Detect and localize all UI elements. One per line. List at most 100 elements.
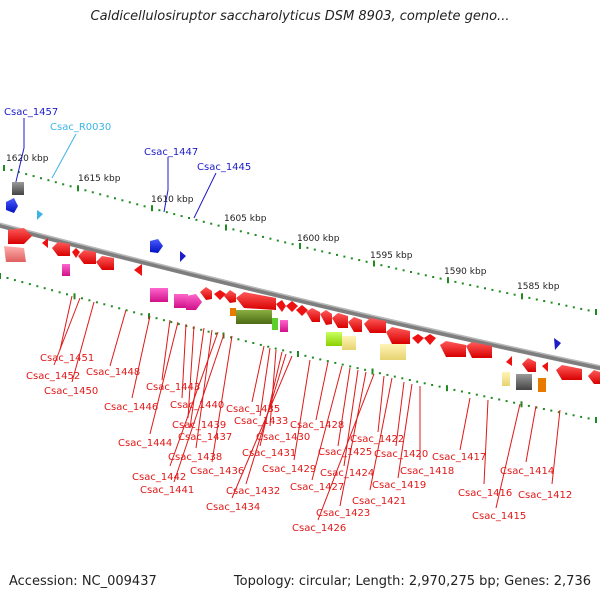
gene-label-csac-1446[interactable]: Csac_1446 [104, 402, 158, 413]
gene-label-csac-1434[interactable]: Csac_1434 [206, 502, 260, 513]
genome-backbone [0, 222, 600, 371]
gene-label-csac-1443[interactable]: Csac_1443 [146, 382, 200, 393]
inner-tick [513, 401, 516, 404]
scale-tick [284, 241, 287, 244]
scale-tick [343, 255, 346, 258]
scale-tick [47, 179, 50, 182]
scale-tick [3, 165, 5, 171]
gene-label-csac-1426[interactable]: Csac_1426 [292, 523, 346, 534]
scale-tick [54, 181, 57, 184]
inner-tick [162, 319, 165, 322]
gene-label-csac-1441[interactable]: Csac_1441 [140, 485, 194, 496]
inner-tick [177, 323, 180, 326]
accession-text: Accession: NC_009437 [9, 574, 157, 589]
scale-tick [202, 220, 205, 223]
scale-tick [469, 284, 472, 287]
scale-tick [491, 288, 494, 291]
gene-label-csac-1435[interactable]: Csac_1435 [226, 404, 280, 415]
scale-tick [535, 298, 538, 301]
scale-tick [580, 307, 583, 310]
gene-label-csac-1442[interactable]: Csac_1442 [132, 472, 186, 483]
gene-label-csac-1430[interactable]: Csac_1430 [256, 432, 310, 443]
gene-label-csac-1450[interactable]: Csac_1450 [44, 386, 98, 397]
inner-tick [535, 406, 538, 409]
gene-label-csac-1412[interactable]: Csac_1412 [518, 490, 572, 501]
scale-tick [40, 177, 42, 180]
gene-label-csac-1420[interactable]: Csac_1420 [374, 449, 428, 460]
scale-tick [432, 276, 435, 278]
scale-tick [387, 265, 390, 268]
scale-tick [484, 287, 486, 290]
inner-tick [550, 409, 553, 412]
gene-label-csac-1436[interactable]: Csac_1436 [190, 466, 244, 477]
inner-tick [408, 379, 411, 381]
scale-tick [550, 301, 553, 304]
gene-label-csac-1444[interactable]: Csac_1444 [118, 438, 172, 449]
gene-label-csac-1432[interactable]: Csac_1432 [226, 486, 280, 497]
inner-tick [95, 301, 98, 304]
gene-label-csac-1416[interactable]: Csac_1416 [458, 488, 512, 499]
gene-label-csac-r0030[interactable]: Csac_R0030 [50, 122, 111, 133]
gene-label-csac-1437[interactable]: Csac_1437 [178, 432, 232, 443]
gene-label-csac-1417[interactable]: Csac_1417 [432, 452, 486, 463]
scale-label-1585: 1585 kbp [517, 282, 560, 292]
gene-label-csac-1439[interactable]: Csac_1439 [172, 420, 226, 431]
gene-label-csac-1418[interactable]: Csac_1418 [400, 466, 454, 477]
bottom-leader-lines [53, 295, 561, 521]
gene-label-csac-1421[interactable]: Csac_1421 [352, 496, 406, 507]
scale-tick [476, 285, 479, 288]
scale-tick [158, 209, 161, 212]
gene-label-csac-1428[interactable]: Csac_1428 [290, 420, 344, 431]
inner-tick [401, 377, 404, 380]
gene-label-csac-1451[interactable]: Csac_1451 [40, 353, 94, 364]
inner-tick [505, 400, 508, 403]
forward-strand-features [6, 182, 561, 350]
scale-tick [173, 213, 176, 216]
inner-tick [125, 309, 128, 312]
inner-tick [334, 361, 337, 364]
scale-tick [77, 185, 79, 192]
scale-tick [328, 252, 331, 255]
inner-tick [43, 287, 46, 290]
scale-label-1605: 1605 kbp [224, 214, 267, 224]
inner-tick [468, 392, 471, 395]
gene-label-csac-1422[interactable]: Csac_1422 [350, 434, 404, 445]
gene-label-csac-1415[interactable]: Csac_1415 [472, 511, 526, 522]
gene-label-csac-1427[interactable]: Csac_1427 [290, 482, 344, 493]
gene-label-csac-1440[interactable]: Csac_1440 [170, 400, 224, 411]
gene-label-csac-1448[interactable]: Csac_1448 [86, 367, 140, 378]
inner-tick [81, 297, 83, 300]
scale-tick [143, 205, 146, 208]
gene-label-csac-1423[interactable]: Csac_1423 [316, 508, 370, 519]
inner-tick [215, 332, 217, 335]
scale-tick [402, 269, 405, 272]
scale-tick [84, 189, 87, 192]
gene-label-csac-1452[interactable]: Csac_1452 [26, 371, 80, 382]
gene-label-csac-1414[interactable]: Csac_1414 [500, 466, 554, 477]
scale-tick [188, 217, 190, 219]
gene-label-csac-1424[interactable]: Csac_1424 [320, 468, 374, 479]
gene-label-csac-1425[interactable]: Csac_1425 [318, 447, 372, 458]
scale-tick [291, 243, 294, 246]
inner-tick [274, 347, 277, 350]
bottom-gene-labels: Csac_1451 Csac_1452 Csac_1450 Csac_1448 … [26, 353, 572, 534]
inner-tick [230, 336, 232, 339]
scale-tick [587, 309, 590, 312]
gene-label-csac-1429[interactable]: Csac_1429 [262, 464, 316, 475]
scale-label-1620: 1620 kbp [6, 154, 49, 164]
gene-label-csac-1445[interactable]: Csac_1445 [197, 162, 251, 173]
scale-tick [121, 199, 124, 202]
gene-label-csac-1457[interactable]: Csac_1457 [4, 107, 58, 118]
scale-tick [395, 267, 398, 270]
gene-label-csac-1447[interactable]: Csac_1447 [144, 147, 198, 158]
scale-tick [424, 274, 427, 277]
scale-tick [25, 173, 28, 176]
genome-summary-text: Topology: circular; Length: 2,970,275 bp… [233, 574, 591, 589]
scale-tick [210, 222, 213, 225]
gene-label-csac-1419[interactable]: Csac_1419 [372, 480, 426, 491]
gene-label-csac-1431[interactable]: Csac_1431 [242, 448, 296, 459]
inner-tick [170, 321, 173, 324]
gene-label-csac-1438[interactable]: Csac_1438 [168, 452, 222, 463]
gene-label-csac-1433[interactable]: Csac_1433 [234, 416, 288, 427]
